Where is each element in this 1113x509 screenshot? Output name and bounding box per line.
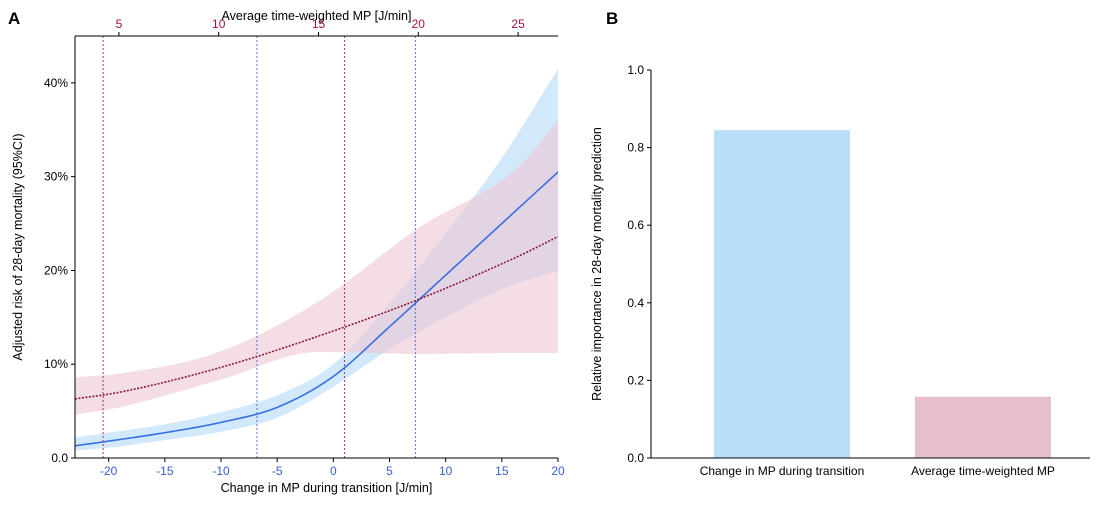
bottom-x-axis-label: Change in MP during transition [J/min] [221,481,433,495]
y-tick-label: 30% [44,170,68,184]
bottom-x-tick-label: -20 [100,464,118,478]
bar-1 [714,130,850,458]
y-tick-label: 0.0 [627,451,644,465]
y-axis-label: Relative importance in 28-day mortality … [590,127,604,401]
panel-a-letter: A [8,9,20,28]
category-label: Average time-weighted MP [911,464,1055,478]
y-tick-label: 0.4 [627,296,644,310]
bottom-x-ticks: -20 -15 -10 -5 0 5 10 15 20 [100,458,565,478]
category-label: Change in MP during transition [700,464,865,478]
bottom-x-tick-label: 0 [330,464,337,478]
bottom-x-tick-label: -15 [156,464,174,478]
top-x-tick-label: 25 [511,17,525,31]
y-ticks: 0.0 10% 20% 30% 40% [44,76,75,465]
bottom-x-tick-label: 5 [386,464,393,478]
axes [74,35,558,459]
y-tick-label: 0.0 [51,451,68,465]
y-tick-label: 40% [44,76,68,90]
axes [650,70,1090,459]
y-tick-label: 0.6 [627,218,644,232]
bottom-x-tick-label: -10 [212,464,230,478]
y-tick-label: 0.8 [627,141,644,155]
bars [714,130,1051,458]
y-tick-label: 1.0 [627,63,644,77]
y-tick-label: 20% [44,263,68,277]
bottom-x-tick-label: 20 [551,464,565,478]
bottom-x-tick-label: 15 [495,464,509,478]
average-mp-risk-line [74,235,559,400]
confidence-bands [75,68,558,451]
bar-2 [915,396,1051,458]
y-tick-label: 10% [44,357,68,371]
top-x-tick-label: 20 [412,17,426,31]
top-x-tick-label: 5 [116,17,123,31]
panel-b-bar-chart: 0.0 0.2 0.4 0.6 0.8 1.0 Change in MP during t… [590,63,1090,478]
top-x-ticks: 5 10 15 20 25 [116,17,525,36]
average-mp-ci-band [75,120,558,415]
y-axis-label: Adjusted risk of 28-day mortality (95%CI… [11,133,25,360]
bottom-x-tick-label: -5 [272,464,283,478]
bottom-x-tick-label: 10 [439,464,453,478]
panel-a-line-chart: -20 -15 -10 -5 0 5 10 15 20 5 10 15 20 25 0.0 10% 20% 3… [11,9,565,495]
top-x-tick-label: 10 [212,17,226,31]
risk-curves [74,171,559,447]
top-x-axis-label: Average time-weighted MP [J/min] [222,9,412,23]
category-labels: Change in MP during transition Average ti… [700,464,1055,478]
y-ticks: 0.0 0.2 0.4 0.6 0.8 1.0 [627,63,651,465]
panel-b-letter: B [606,9,618,28]
change-mp-risk-line [74,171,559,447]
y-tick-label: 0.2 [627,373,644,387]
top-x-tick-label: 15 [312,17,326,31]
